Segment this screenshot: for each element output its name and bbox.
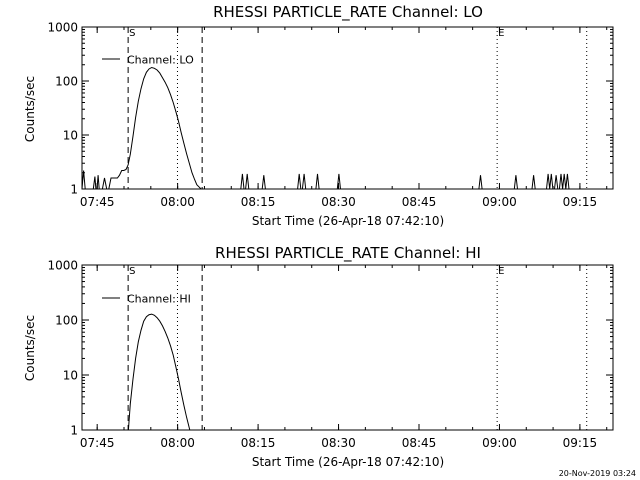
- y-tick-label: 1: [70, 424, 78, 438]
- plot-frame: [81, 264, 614, 431]
- legend: Channel: LO: [102, 54, 194, 67]
- x-tick-label: 09:00: [482, 195, 517, 209]
- legend-label: Channel: HI: [127, 293, 191, 306]
- x-tick-label: 07:45: [80, 195, 115, 209]
- y-tick-labels: 1 10 100 1000: [47, 259, 613, 438]
- plot-frame: [81, 26, 614, 190]
- x-tick-label: 07:45: [80, 436, 115, 450]
- x-tick-label: 09:15: [563, 195, 598, 209]
- y-tick-labels: 1 10 100 1000: [47, 21, 613, 197]
- x-tick-label: 08:15: [241, 195, 276, 209]
- chart-panel-hi: RHESSI PARTICLE_RATE Channel: HI Counts/…: [23, 244, 614, 469]
- x-axis-label: Start Time (26-Apr-18 07:42:10): [252, 455, 444, 469]
- footer-timestamp: 20-Nov-2019 03:24: [559, 469, 636, 478]
- x-tick-label: 08:45: [402, 436, 437, 450]
- chart-title: RHESSI PARTICLE_RATE Channel: LO: [213, 3, 483, 22]
- x-tick-label: 08:00: [160, 436, 195, 450]
- y-tick-label: 100: [55, 314, 78, 328]
- y-tick-label: 10: [63, 129, 78, 143]
- event-marker-label: E: [498, 28, 504, 39]
- x-tick-label: 09:00: [482, 436, 517, 450]
- legend-label: Channel: LO: [127, 54, 194, 67]
- event-marker-label: S: [129, 266, 135, 277]
- y-tick-label: 1: [70, 183, 78, 197]
- x-tick-labels: 07:45 08:00 08:15 08:30 08:45 09:00 09:15: [80, 27, 608, 209]
- series-group: [81, 66, 613, 190]
- x-tick-label: 08:00: [160, 195, 195, 209]
- series-line: [81, 66, 613, 190]
- y-tick-label: 1000: [47, 259, 78, 273]
- series-group: [127, 313, 191, 431]
- y-axis-label: Counts/sec: [23, 315, 37, 381]
- y-tick-label: 10: [63, 369, 78, 383]
- event-marker-label: S: [129, 28, 135, 39]
- x-tick-label: 09:15: [563, 436, 598, 450]
- x-tick-label: 08:30: [321, 195, 356, 209]
- chart-title: RHESSI PARTICLE_RATE Channel: HI: [215, 244, 481, 263]
- x-tick-label: 08:15: [241, 436, 276, 450]
- series-line: [127, 313, 191, 431]
- x-tick-label: 08:45: [402, 195, 437, 209]
- chart-panel-lo: RHESSI PARTICLE_RATE Channel: LO Counts/…: [23, 3, 614, 228]
- x-axis-label: Start Time (26-Apr-18 07:42:10): [252, 214, 444, 228]
- event-marker-label: E: [498, 266, 504, 277]
- legend: Channel: HI: [102, 293, 191, 306]
- y-tick-label: 1000: [47, 21, 78, 35]
- y-axis-label: Counts/sec: [23, 76, 37, 142]
- y-tick-label: 100: [55, 75, 78, 89]
- x-tick-label: 08:30: [321, 436, 356, 450]
